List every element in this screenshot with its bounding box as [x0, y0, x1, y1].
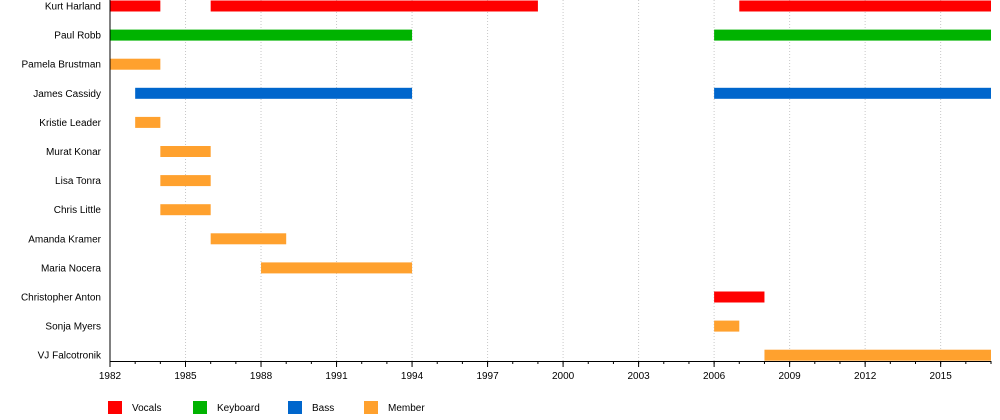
x-tick-label: 2000	[552, 371, 575, 382]
x-tick-label: 2003	[627, 371, 650, 382]
x-tick-label: 1991	[325, 371, 348, 382]
legend-label-bass: Bass	[312, 403, 335, 414]
bar-paul-robb-keyboard-0	[110, 29, 413, 41]
axes	[109, 0, 991, 362]
member-label: Amanda Kramer	[28, 234, 101, 245]
grid-lines	[109, 0, 942, 361]
bar-sonja-myers-member-0	[714, 320, 740, 332]
x-tick-label: 1997	[476, 371, 499, 382]
member-label: Pamela Brustman	[22, 60, 101, 71]
bar-amanda-kramer-member-0	[210, 233, 287, 245]
bar-murat-konar-member-0	[160, 146, 211, 157]
legend-label-keyboard: Keyboard	[217, 403, 260, 414]
member-label: VJ Falcotronik	[38, 351, 102, 362]
x-tick-label: 1982	[99, 371, 122, 382]
legend-label-member: Member	[388, 403, 425, 414]
member-label: Christopher Anton	[21, 293, 101, 304]
member-label: Chris Little	[54, 205, 102, 216]
x-tick-label: 1988	[250, 371, 273, 382]
member-label: Paul Robb	[54, 31, 101, 42]
bar-kristie-leader-member-0	[135, 116, 161, 128]
member-label: Murat Konar	[46, 147, 102, 158]
member-label: Kurt Harland	[45, 2, 101, 13]
x-tick-label: 1985	[174, 371, 197, 382]
x-axis-ticks: 1982 1985 1988 1991 1994 1997 2000 2003 2006 2009…	[99, 361, 992, 382]
member-label: James Cassidy	[33, 89, 101, 100]
bar-lisa-tonra-member-0	[160, 175, 211, 187]
bar-vj-falcotronik-member-0	[764, 349, 991, 361]
legend-swatch-vocals	[108, 401, 122, 414]
legend-swatch-bass	[288, 401, 302, 414]
legend-swatch-member	[364, 401, 378, 414]
member-label: Maria Nocera	[41, 263, 101, 274]
bar-kurt-harland-vocals-2	[739, 0, 991, 12]
member-label: Kristie Leader	[39, 118, 101, 129]
bar-christopher-anton-vocals-0	[714, 291, 765, 303]
bar-paul-robb-keyboard-1	[714, 29, 991, 41]
member-names: Kurt Harland Paul Robb Pamela Brustman Jame…	[21, 2, 102, 362]
bar-james-cassidy-bass-0	[135, 87, 413, 99]
bar-james-cassidy-bass-1	[714, 87, 991, 99]
bar-kurt-harland-vocals-0	[110, 0, 161, 12]
member-label: Sonja Myers	[45, 322, 101, 333]
x-tick-label: 2015	[930, 371, 953, 382]
legend-swatch-keyboard	[193, 401, 207, 414]
x-tick-label: 2006	[703, 371, 726, 382]
bar-maria-nocera-member-0	[261, 262, 413, 274]
x-tick-label: 1994	[401, 371, 424, 382]
x-tick-label: 2009	[779, 371, 802, 382]
x-tick-label: 2012	[854, 371, 877, 382]
bar-pamela-brustman-member-0	[110, 58, 161, 70]
member-label: Lisa Tonra	[55, 176, 101, 187]
legend-label-vocals: Vocals	[132, 403, 162, 414]
bar-chris-little-member-0	[160, 204, 211, 216]
timeline-bars	[110, 0, 991, 361]
bar-kurt-harland-vocals-1	[210, 0, 538, 12]
